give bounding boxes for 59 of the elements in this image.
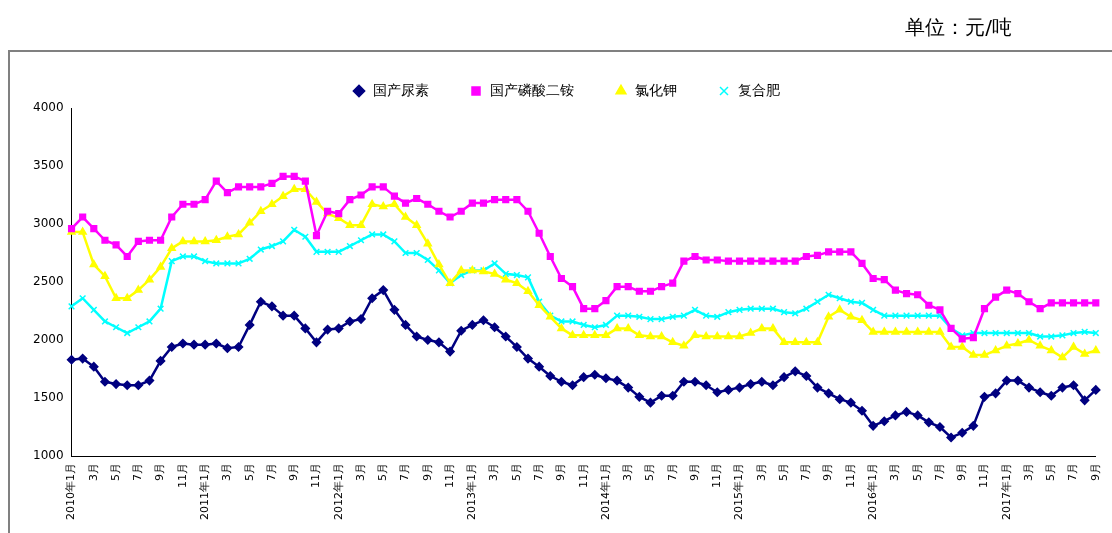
x-tick-label: 5月 xyxy=(1044,463,1058,482)
x-tick-label: 5月 xyxy=(108,463,122,482)
x-tick-label: 5月 xyxy=(776,463,790,482)
x-tick-label: 2015年1月 xyxy=(732,463,746,521)
y-tick-label: 1000 xyxy=(32,448,64,463)
legend-label: 氯化钾 xyxy=(635,81,677,98)
x-tick-label: 7月 xyxy=(665,463,679,482)
x-tick-label: 7月 xyxy=(1066,463,1080,482)
x-tick-label: 11月 xyxy=(843,463,857,489)
x-tick-label: 9月 xyxy=(687,463,701,482)
x-tick-label: 2013年1月 xyxy=(465,463,479,521)
x-tick-label: 2011年1月 xyxy=(198,463,211,521)
x-tick-label: 7月 xyxy=(532,463,545,482)
legend-label: 国产磷酸二铵 xyxy=(490,81,574,98)
x-tick-label: 11月 xyxy=(442,463,456,489)
x-tick-label: 11月 xyxy=(309,463,323,489)
y-tick-label: 1500 xyxy=(32,390,64,405)
x-tick-label: 9月 xyxy=(1088,463,1102,482)
x-tick-label: 5月 xyxy=(242,463,256,482)
x-tick-label: 3月 xyxy=(487,463,501,482)
x-tick-label: 9月 xyxy=(955,463,969,482)
x-tick-label: 2017年1月 xyxy=(999,463,1013,521)
x-tick-label: 11月 xyxy=(710,463,724,489)
x-tick-label: 9月 xyxy=(153,463,167,482)
x-tick-label: 3月 xyxy=(754,463,768,482)
x-tick-label: 2012年1月 xyxy=(331,463,345,521)
y-tick-label: 4000 xyxy=(32,100,64,115)
x-tick-label: 5月 xyxy=(910,463,924,482)
legend-label: 国产尿素 xyxy=(373,81,429,98)
x-tick-label: 7月 xyxy=(799,463,813,482)
x-tick-label: 2014年1月 xyxy=(598,463,612,521)
x-tick-label: 9月 xyxy=(420,463,434,482)
x-tick-label: 7月 xyxy=(932,463,946,482)
y-tick-label: 3500 xyxy=(32,158,64,173)
x-tick-label: 9月 xyxy=(821,463,835,482)
y-tick-label: 2000 xyxy=(32,332,64,347)
x-tick-label: 5月 xyxy=(643,463,657,482)
x-tick-label: 11月 xyxy=(576,463,590,489)
x-tick-label: 3月 xyxy=(1021,463,1035,482)
x-tick-label: 9月 xyxy=(287,463,301,482)
x-tick-label: 3月 xyxy=(220,463,234,482)
x-tick-label: 3月 xyxy=(888,463,902,482)
x-tick-label: 11月 xyxy=(175,463,189,489)
x-tick-label: 2010年1月 xyxy=(64,463,78,521)
x-tick-label: 11月 xyxy=(977,463,991,489)
x-tick-label: 9月 xyxy=(554,463,568,482)
text: 单位：元/吨 xyxy=(905,14,1012,41)
x-tick-label: 3月 xyxy=(353,463,367,482)
x-tick-label: 5月 xyxy=(509,463,523,482)
y-tick-label: 2500 xyxy=(32,274,64,289)
y-tick-label: 3000 xyxy=(32,216,64,231)
x-tick-label: 5月 xyxy=(376,463,390,482)
x-tick-label: 7月 xyxy=(131,463,145,482)
x-tick-label: 3月 xyxy=(621,463,635,482)
x-tick-label: 7月 xyxy=(264,463,278,482)
x-tick-label: 3月 xyxy=(86,463,100,482)
legend-label: 复合肥 xyxy=(738,81,780,98)
x-tick-label: 2016年1月 xyxy=(865,463,879,521)
x-tick-label: 7月 xyxy=(398,463,412,482)
